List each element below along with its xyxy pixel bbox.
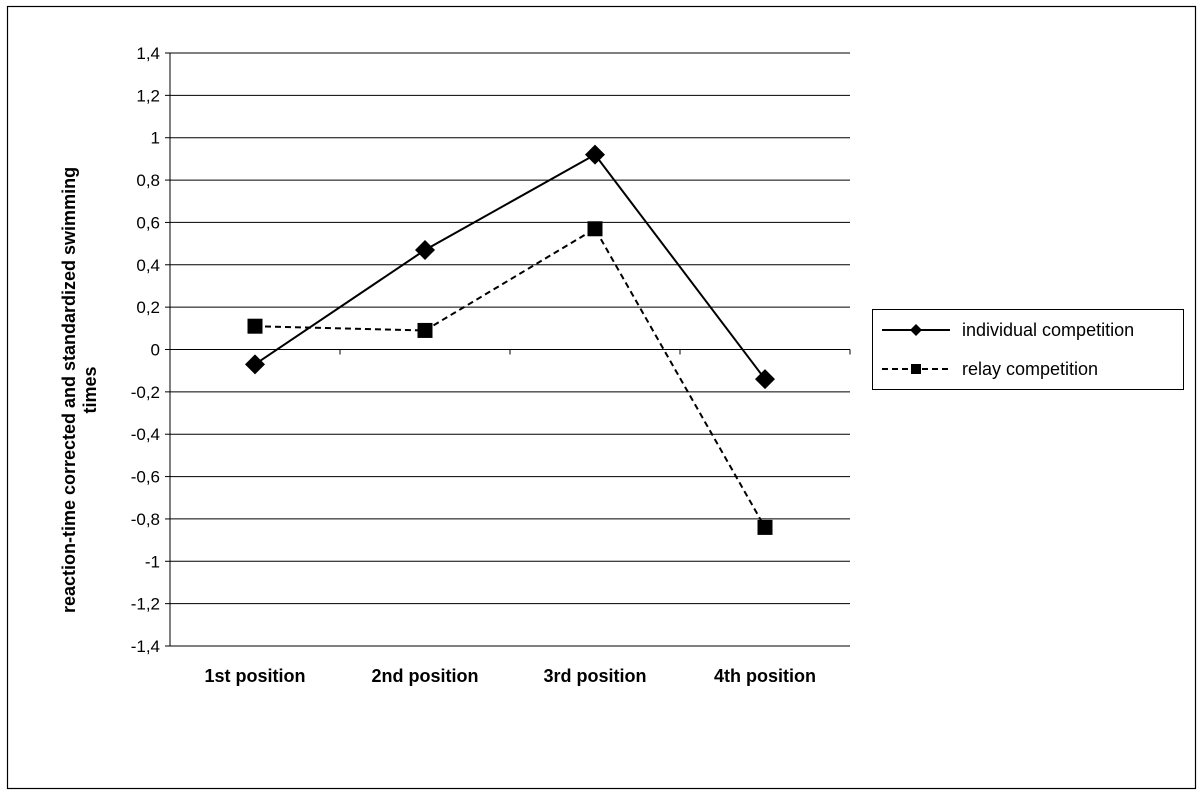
data-point xyxy=(415,239,435,260)
y-tick-label: 1,2 xyxy=(136,86,160,105)
chart-frame xyxy=(6,5,1197,790)
x-tick-label: 4th position xyxy=(714,666,816,686)
y-axis-title-line1: reaction-time corrected and standardized… xyxy=(59,167,79,613)
data-point xyxy=(755,369,775,390)
data-point xyxy=(417,322,433,338)
legend-box xyxy=(872,309,1184,390)
y-tick-label: 1,4 xyxy=(136,44,160,63)
y-tick-labels: 1,4 1,2 1 0,8 0,6 0,4 0,2 0 -0,2 -0,4 -0,6 -0,8 -1 -1… xyxy=(131,44,160,656)
data-point xyxy=(247,318,263,334)
series-layer xyxy=(245,144,775,535)
series-line xyxy=(254,153,766,380)
y-tick-label: -0,6 xyxy=(131,468,160,487)
x-tick-label: 2nd position xyxy=(372,666,479,686)
y-tick-label: -1,4 xyxy=(131,637,160,656)
y-tick-label: 1 xyxy=(151,129,160,148)
y-tick-label: -0,4 xyxy=(131,425,160,444)
y-tick-label: 0,8 xyxy=(136,171,160,190)
data-point xyxy=(245,354,265,375)
x-tick-labels: 1st position 2nd position 3rd position 4th … xyxy=(204,666,816,686)
legend-label: individual competition xyxy=(962,320,1134,340)
axes xyxy=(165,52,851,647)
y-tick-label: 0,2 xyxy=(136,298,160,317)
y-tick-label: -0,2 xyxy=(131,383,160,402)
data-point xyxy=(587,221,603,237)
y-axis-title-line2: times xyxy=(80,366,100,413)
data-point xyxy=(757,519,773,535)
legend-label: relay competition xyxy=(962,359,1098,379)
gridlines xyxy=(170,52,850,647)
y-tick-label: -1 xyxy=(145,552,160,571)
y-tick-label: 0,6 xyxy=(136,213,160,232)
series-line xyxy=(254,227,766,528)
x-tick-label: 1st position xyxy=(204,666,305,686)
legend: individual competition relay competition xyxy=(872,309,1184,390)
legend-swatch-marker xyxy=(911,364,921,374)
y-tick-label: -1,2 xyxy=(131,595,160,614)
data-point xyxy=(585,144,605,165)
y-tick-label: 0,4 xyxy=(136,256,160,275)
y-tick-label: -0,8 xyxy=(131,510,160,529)
x-tick-label: 3rd position xyxy=(544,666,647,686)
series-1 xyxy=(245,144,775,390)
legend-swatch-marker xyxy=(910,324,922,336)
series-2 xyxy=(247,221,773,535)
y-tick-label: 0 xyxy=(151,341,160,360)
